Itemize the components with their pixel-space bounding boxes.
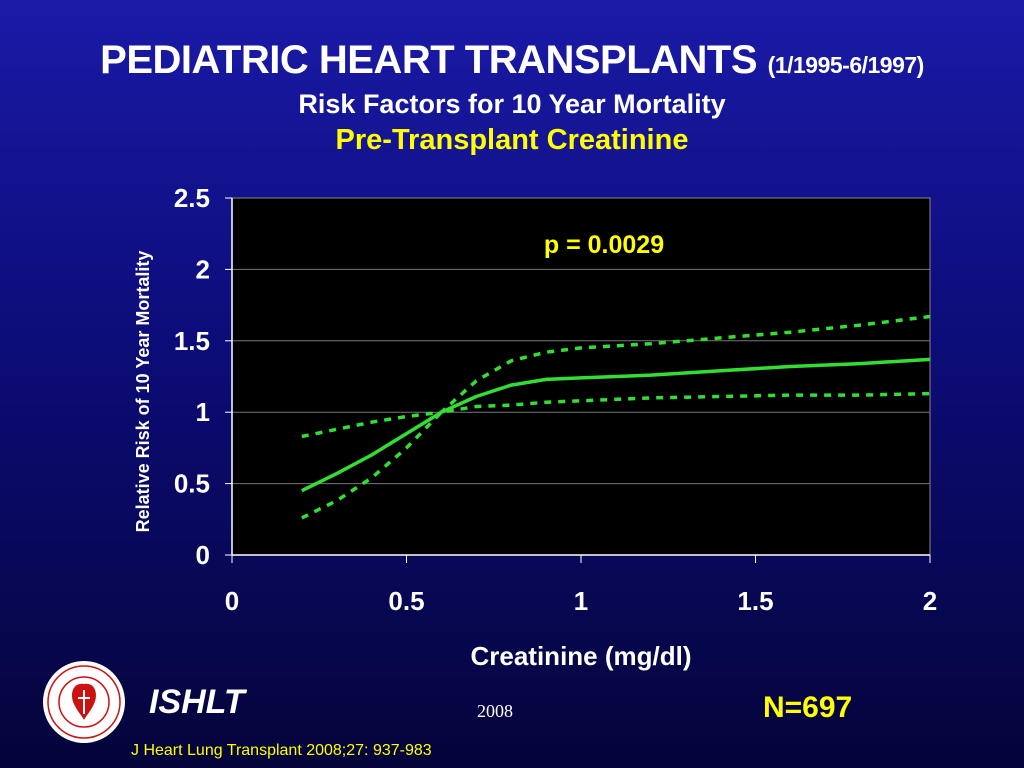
x-tick-label: 1: [574, 586, 588, 616]
plot-area: 0 0.5 1 1.5 2 2.5 0 0.5 1 1.5 2 Creatinine (mg/dl) R…: [133, 183, 937, 671]
title-date-range: (1/1995-6/1997): [767, 52, 925, 78]
y-tick-label: 0: [196, 540, 210, 570]
x-tick-label: 0: [225, 586, 239, 616]
x-tick-label: 2: [923, 586, 937, 616]
risk-curve-line: [301, 357, 931, 493]
y-tick-label: 1.5: [174, 326, 210, 356]
subtitle-risk-factors: Risk Factors for 10 Year Mortality: [298, 89, 726, 119]
citation: J Heart Lung Transplant 2008;27: 937-983: [131, 742, 432, 759]
x-tick-label: 0.5: [388, 586, 424, 616]
confidence-limit-line: [301, 391, 931, 520]
subtitle-creatinine: Pre-Transplant Creatinine: [335, 124, 689, 156]
year-label: 2008: [477, 701, 513, 721]
y-tick-label: 1: [196, 397, 210, 427]
sample-size-label: N=697: [763, 691, 853, 724]
y-tick-label: 0.5: [174, 469, 210, 499]
page-title: PEDIATRIC HEART TRANSPLANTS (1/1995-6/19…: [0, 38, 1024, 83]
x-tick-label: 1.5: [737, 586, 773, 616]
y-tick-label: 2.5: [174, 183, 210, 213]
x-axis-label: Creatinine (mg/dl): [470, 641, 691, 671]
y-tick-label: 2: [196, 254, 210, 284]
p-value-annotation: p = 0.0029: [544, 231, 664, 259]
ishlt-logo-icon: [43, 661, 125, 743]
y-axis-label: Relative Risk of 10 Year Mortality: [133, 251, 153, 533]
title-main: PEDIATRIC HEART TRANSPLANTS: [100, 38, 758, 82]
org-label: ISHLT: [149, 683, 245, 721]
